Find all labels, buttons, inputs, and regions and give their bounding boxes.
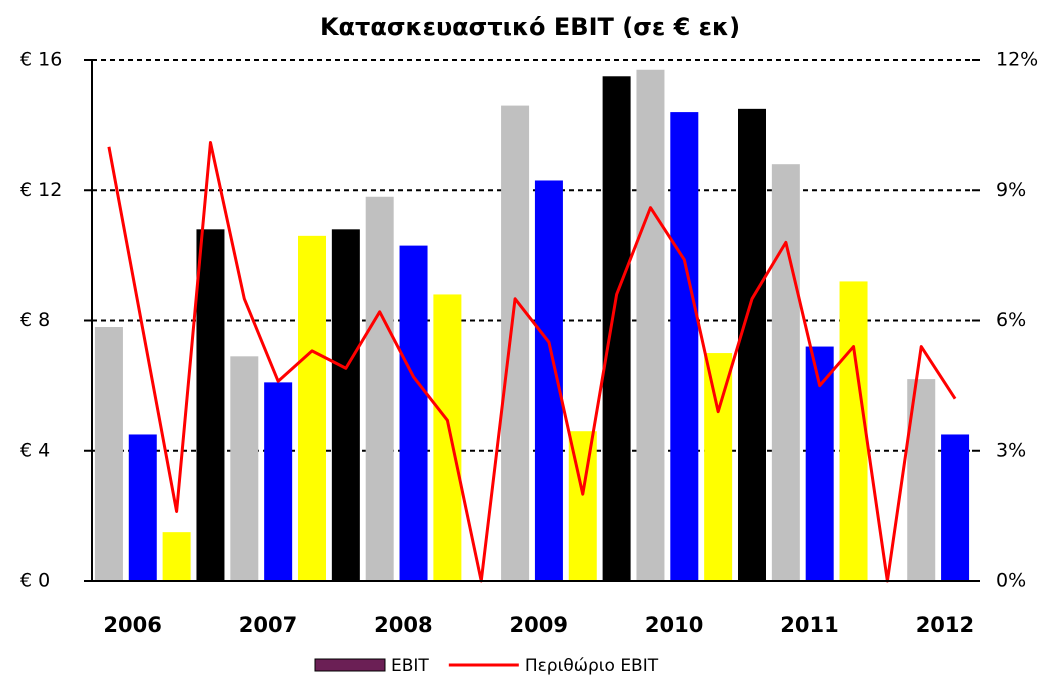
bar	[264, 382, 293, 581]
x-tick-label: 2007	[239, 613, 297, 637]
bar	[941, 434, 970, 581]
y-tick-label: € 12	[20, 179, 62, 201]
bar	[128, 434, 157, 581]
bar	[501, 105, 530, 582]
bar	[771, 164, 800, 581]
x-tick-label: 2009	[510, 613, 568, 637]
bar	[670, 112, 699, 581]
bar	[738, 108, 766, 581]
x-tick-label: 2012	[916, 613, 974, 637]
bar	[636, 69, 665, 582]
y2-tick-label: 12%	[996, 49, 1038, 71]
bar	[433, 294, 462, 581]
x-tick-label: 2011	[780, 613, 838, 637]
legend-label: Περιθώριο EBIT	[525, 656, 659, 676]
bar	[399, 245, 428, 581]
bar	[298, 235, 326, 581]
x-tick-label: 2010	[645, 613, 703, 637]
bar	[94, 327, 123, 581]
bar	[839, 281, 868, 581]
legend-label: EBIT	[391, 656, 429, 676]
bar	[196, 229, 225, 581]
line	[107, 140, 957, 583]
y-tick-label: € 16	[20, 49, 62, 71]
legend-swatch	[314, 658, 386, 672]
bar	[331, 229, 360, 581]
x-tick-label: 2008	[374, 613, 432, 637]
y-tick-label: € 8	[20, 309, 50, 331]
y2-tick-label: 0%	[996, 570, 1026, 592]
bar	[230, 356, 259, 581]
bar	[704, 353, 733, 581]
bar	[602, 76, 631, 581]
bar	[365, 196, 394, 581]
y2-tick-label: 6%	[996, 309, 1026, 331]
y-tick-label: € 4	[20, 439, 50, 461]
y2-tick-label: 3%	[996, 439, 1026, 461]
y2-tick-label: 9%	[996, 179, 1026, 201]
chart-title: Κατασκευαστικό EBIT (σε € εκ)	[320, 13, 740, 41]
x-tick-label: 2006	[103, 613, 161, 637]
bar	[162, 532, 191, 581]
y-tick-label: € 0	[20, 570, 50, 592]
